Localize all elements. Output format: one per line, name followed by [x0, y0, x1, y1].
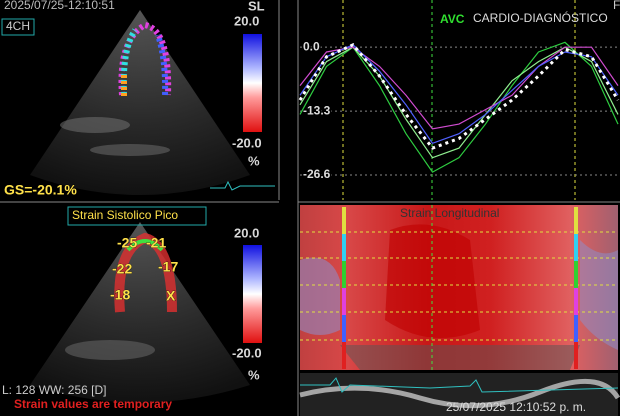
- timestamp: 2025/07/25-12:10:51: [4, 0, 115, 12]
- ultrasound-sector: [30, 222, 250, 403]
- tissue: [65, 340, 155, 360]
- view-box: [1, 18, 35, 36]
- strain-region: [340, 345, 580, 370]
- window-info: L: 128 WW: 256 [D]: [2, 383, 107, 397]
- color-bar: [243, 245, 262, 343]
- map-title: Strain Longitudinal: [400, 206, 499, 220]
- strain-region: [300, 257, 340, 335]
- y-tick-label: 0.0: [303, 39, 320, 53]
- ecg: [300, 377, 619, 393]
- frame-label: F: [613, 0, 620, 12]
- strain-curve: [298, 42, 620, 150]
- strain-overlay: [126, 239, 164, 252]
- clinic-name: CARDIO-DIAGNÓSTICO: [473, 10, 608, 25]
- segment-value: -18: [110, 287, 130, 303]
- strain-region: [385, 224, 480, 338]
- color-bar: [243, 34, 262, 132]
- segment-value: -25: [117, 235, 137, 251]
- scale-max: 20.0: [234, 225, 259, 240]
- title-box: [67, 206, 207, 226]
- segment-value: -17: [158, 259, 178, 275]
- y-tick-label: -13.3: [303, 103, 331, 117]
- strain-graph: 0.0 -13.3 -26.6: [298, 38, 620, 183]
- strain-curve: [299, 46, 619, 130]
- m-mode: [300, 373, 618, 416]
- scale-max: 20.0: [234, 13, 259, 28]
- event-label: AVC: [440, 12, 465, 26]
- scale-unit: %: [248, 367, 260, 382]
- global-strain: GS=-20.1%: [4, 182, 77, 198]
- ultrasound-sector: [30, 10, 250, 195]
- tissue: [90, 144, 170, 156]
- segment-value: X: [166, 288, 176, 304]
- m-mode-band: [299, 378, 620, 409]
- segment-value: -22: [112, 261, 132, 277]
- strain-trace: [120, 28, 138, 96]
- scale-min: -20.0: [232, 135, 262, 150]
- view-label: 4CH: [6, 19, 30, 33]
- strain-trace: [155, 34, 169, 96]
- strain-overlay: [114, 232, 177, 313]
- panel-title: Strain Sistolico Pico: [72, 208, 178, 222]
- footer-timestamp: 25/07/2025 12:10:52 p. m.: [446, 400, 586, 414]
- y-tick-label: -26.6: [303, 167, 331, 181]
- scale-unit: %: [248, 153, 260, 168]
- ecg: [210, 180, 275, 191]
- mode-label: SL: [248, 0, 265, 13]
- strain-region: [580, 240, 618, 350]
- warning: Strain values are temporary: [14, 397, 172, 411]
- segment-strip: [342, 207, 578, 369]
- scale-min: -20.0: [232, 345, 262, 360]
- segment-value: -21: [146, 235, 166, 251]
- tissue: [60, 117, 130, 133]
